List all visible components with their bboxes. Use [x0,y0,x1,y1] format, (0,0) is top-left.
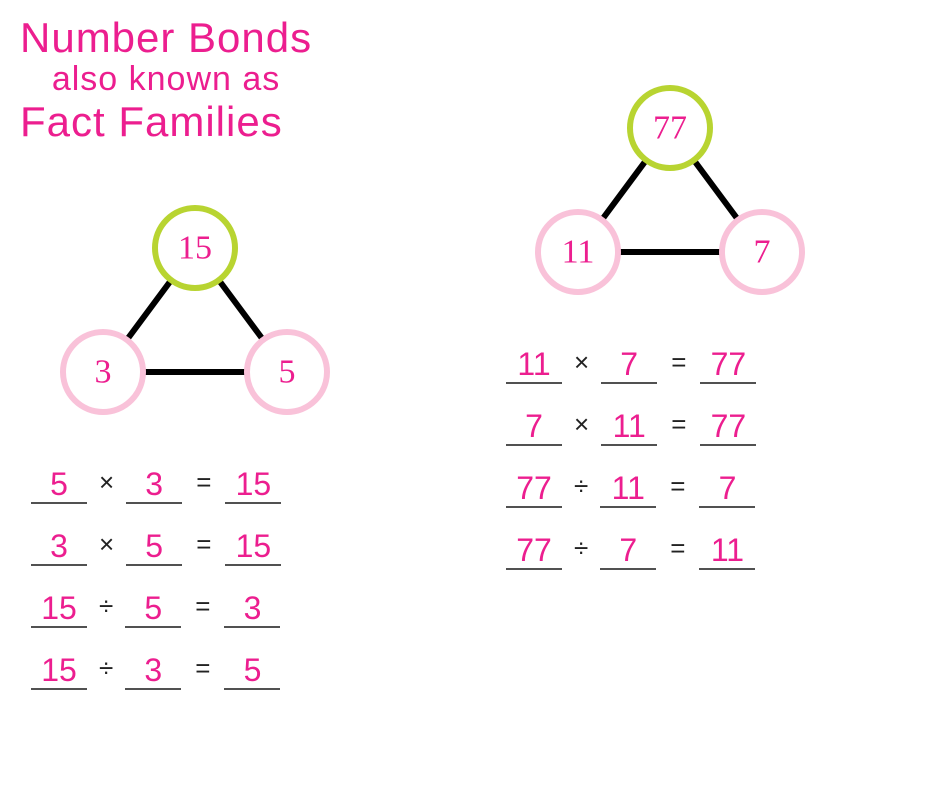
result: 11 [699,533,755,570]
result: 15 [225,529,281,566]
operator: ÷ [99,653,113,684]
equation-row: 7 × 11 = 77 [500,402,762,446]
bond-line [694,160,738,220]
operand-a: 7 [506,409,562,446]
title-line1: Number Bonds [20,15,312,61]
result: 7 [699,471,755,508]
bond-top-value: 77 [653,110,687,147]
bond-left-value: 11 [562,234,595,271]
equals-sign: = [670,471,685,502]
equation-row: 15 ÷ 3 = 5 [25,646,287,690]
operand-a: 5 [31,467,87,504]
bond-right-value: 5 [279,354,296,391]
result: 3 [224,591,280,628]
title-line2: also known as [20,61,312,98]
operand-b: 7 [601,347,657,384]
operator: × [99,529,114,560]
equals-sign: = [196,529,211,560]
operand-b: 7 [600,533,656,570]
title-line3: Fact Families [20,99,312,145]
equals-sign: = [195,653,210,684]
result: 5 [224,653,280,690]
bond-line [127,280,171,340]
operand-b: 11 [601,409,657,446]
operand-b: 11 [600,471,656,508]
equals-sign: = [196,467,211,498]
bond-line [602,160,646,220]
operator: ÷ [574,533,588,564]
title-block: Number Bonds also known as Fact Families [20,15,312,145]
operator: ÷ [574,471,588,502]
equals-sign: = [671,347,686,378]
operand-a: 3 [31,529,87,566]
operator: ÷ [99,591,113,622]
result: 15 [225,467,281,504]
result: 77 [700,409,756,446]
operand-b: 3 [126,467,182,504]
equation-row: 11 × 7 = 77 [500,340,762,384]
result: 77 [700,347,756,384]
operator: × [99,467,114,498]
equation-row: 77 ÷ 7 = 11 [500,526,762,570]
equation-row: 15 ÷ 5 = 3 [25,584,287,628]
equation-row: 77 ÷ 11 = 7 [500,464,762,508]
bond-left-value: 3 [95,354,112,391]
number-bond-2: 77 11 7 [530,80,810,305]
operand-a: 77 [506,471,562,508]
operator: × [574,409,589,440]
equals-sign: = [195,591,210,622]
equals-sign: = [671,409,686,440]
operator: × [574,347,589,378]
operand-b: 5 [125,591,181,628]
bond-right-value: 7 [754,234,771,271]
operand-a: 77 [506,533,562,570]
operand-b: 3 [125,653,181,690]
equals-sign: = [670,533,685,564]
bond-top-value: 15 [178,230,212,267]
operand-a: 15 [31,591,87,628]
bond-line [219,280,263,340]
equations-1: 5 × 3 = 15 3 × 5 = 15 15 ÷ 5 = 3 15 ÷ 3 … [25,460,287,708]
equations-2: 11 × 7 = 77 7 × 11 = 77 77 ÷ 11 = 7 77 ÷… [500,340,762,588]
number-bond-1: 15 3 5 [55,200,335,425]
equation-row: 5 × 3 = 15 [25,460,287,504]
operand-b: 5 [126,529,182,566]
operand-a: 11 [506,347,562,384]
equation-row: 3 × 5 = 15 [25,522,287,566]
operand-a: 15 [31,653,87,690]
